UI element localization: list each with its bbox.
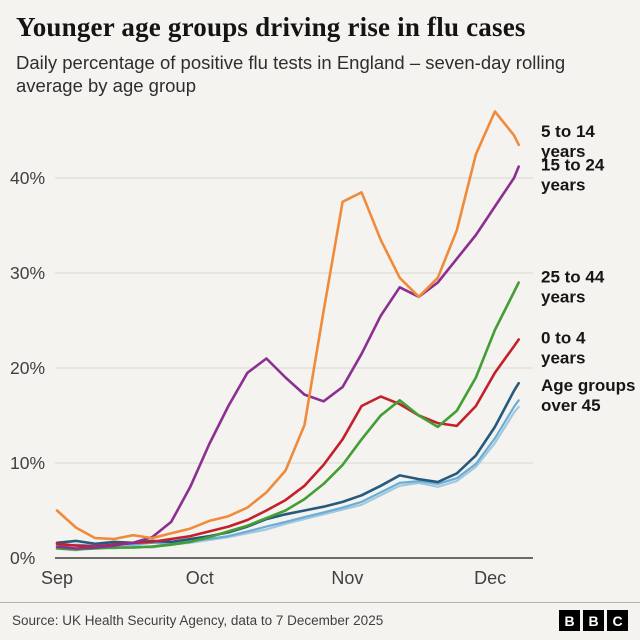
- series-label-25-44-line2: years: [541, 287, 585, 306]
- x-tick-label-dec: Dec: [474, 568, 506, 588]
- footer: Source: UK Health Security Agency, data …: [0, 602, 640, 640]
- bbc-logo-block-b1: B: [559, 610, 580, 631]
- x-tick-label-oct: Oct: [186, 568, 214, 588]
- source-text: Source: UK Health Security Agency, data …: [12, 613, 384, 628]
- series-label-over-45-line2: over 45: [541, 396, 601, 415]
- series-label-25-44-line1: 25 to 44: [541, 267, 605, 286]
- series-line-5-14: [55, 109, 521, 540]
- y-tick-label-20pct: 20%: [10, 358, 45, 378]
- bbc-logo: B B C: [559, 610, 628, 631]
- series-label-5-14-line2: years: [541, 141, 585, 160]
- bbc-logo-block-c: C: [607, 610, 628, 631]
- series-label-over-45-line1: Age groups: [541, 376, 635, 395]
- series-label-5-14-line1: 5 to 14: [541, 121, 595, 140]
- series-line-25-44: [55, 280, 521, 551]
- y-tick-label-10pct: 10%: [10, 453, 45, 473]
- series-label-15-24-line1: 15 to 24: [541, 155, 605, 174]
- y-tick-label-30pct: 30%: [10, 263, 45, 283]
- bbc-logo-block-b2: B: [583, 610, 604, 631]
- series-line-over-45-b: [55, 398, 520, 548]
- series-label-0-4-line1: 0 to 4: [541, 328, 586, 347]
- flu-chart-svg: 0% 10% 20% 30% 40% Sep Oct Nov Dec Age groupsover…: [10, 109, 635, 588]
- series-line-15-24: [55, 164, 521, 550]
- series-line-over-45-c: [55, 405, 520, 552]
- x-tick-label-nov: Nov: [331, 568, 363, 588]
- y-tick-label-0pct: 0%: [10, 548, 35, 568]
- chart-subtitle: Daily percentage of positive flu tests i…: [16, 52, 566, 97]
- page-title: Younger age groups driving rise in flu c…: [16, 12, 526, 42]
- y-tick-label-40pct: 40%: [10, 168, 45, 188]
- series-label-0-4-line2: years: [541, 348, 585, 367]
- series-line-0-4: [55, 337, 521, 548]
- series-label-15-24-line2: years: [541, 175, 585, 194]
- chart-area: 0% 10% 20% 30% 40% Sep Oct Nov Dec Age groups over…: [0, 100, 640, 601]
- chart-header: Younger age groups driving rise in flu c…: [0, 0, 640, 100]
- x-tick-label-sep: Sep: [41, 568, 73, 588]
